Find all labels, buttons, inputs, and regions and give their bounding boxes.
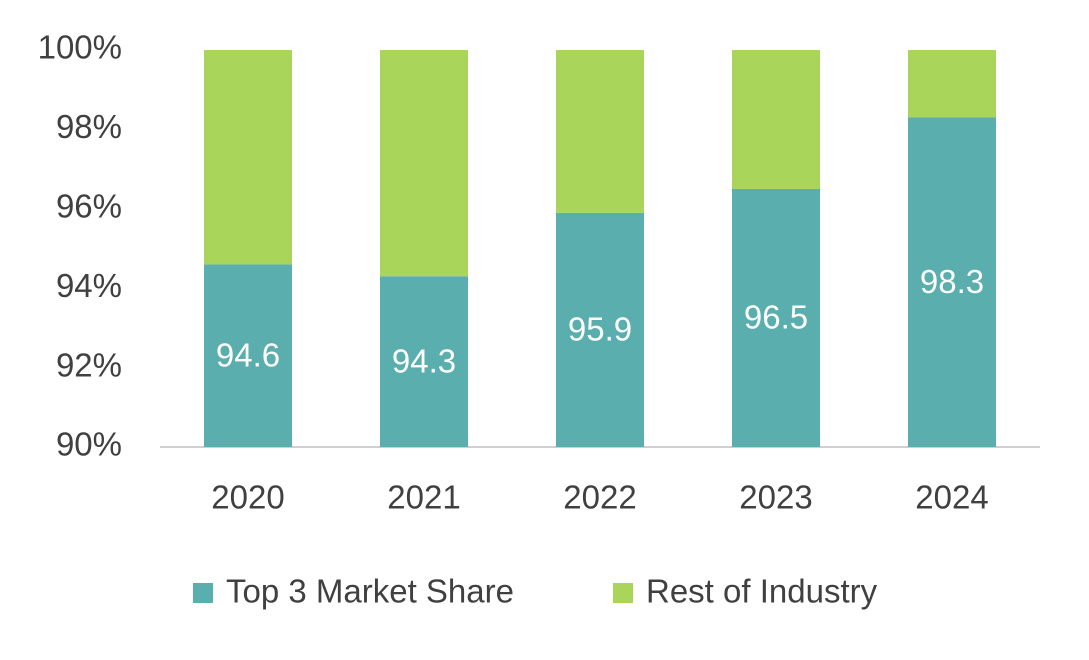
x-tick-label: 2021	[387, 479, 460, 516]
bar-segment	[204, 264, 292, 447]
y-tick-label: 94%	[56, 267, 122, 304]
x-tick-label: 2022	[563, 479, 636, 516]
bar-segment	[556, 212, 644, 447]
bar-segment	[908, 117, 996, 448]
data-label: 94.3	[392, 342, 456, 379]
bar-segment	[556, 50, 644, 213]
bar-segment	[204, 50, 292, 265]
legend-label: Rest of Industry	[646, 573, 878, 610]
x-tick-label: 2023	[739, 479, 812, 516]
data-label: 95.9	[568, 311, 632, 348]
bar-segment	[380, 276, 468, 447]
y-tick-label: 98%	[56, 108, 122, 145]
legend-swatch	[613, 583, 633, 603]
legend-label: Top 3 Market Share	[226, 573, 514, 610]
bar-segment	[908, 50, 996, 118]
y-tick-label: 100%	[38, 29, 122, 66]
y-tick-label: 96%	[56, 188, 122, 225]
bar-segment	[732, 188, 820, 447]
y-tick-label: 92%	[56, 346, 122, 383]
data-label: 94.6	[216, 336, 280, 373]
bar-segment	[732, 50, 820, 189]
x-tick-label: 2020	[211, 479, 284, 516]
bar-segment	[380, 50, 468, 277]
legend-swatch	[193, 583, 213, 603]
x-tick-label: 2024	[915, 479, 988, 516]
data-label: 98.3	[920, 263, 984, 300]
y-tick-label: 90%	[56, 426, 122, 463]
data-label: 96.5	[744, 299, 808, 336]
